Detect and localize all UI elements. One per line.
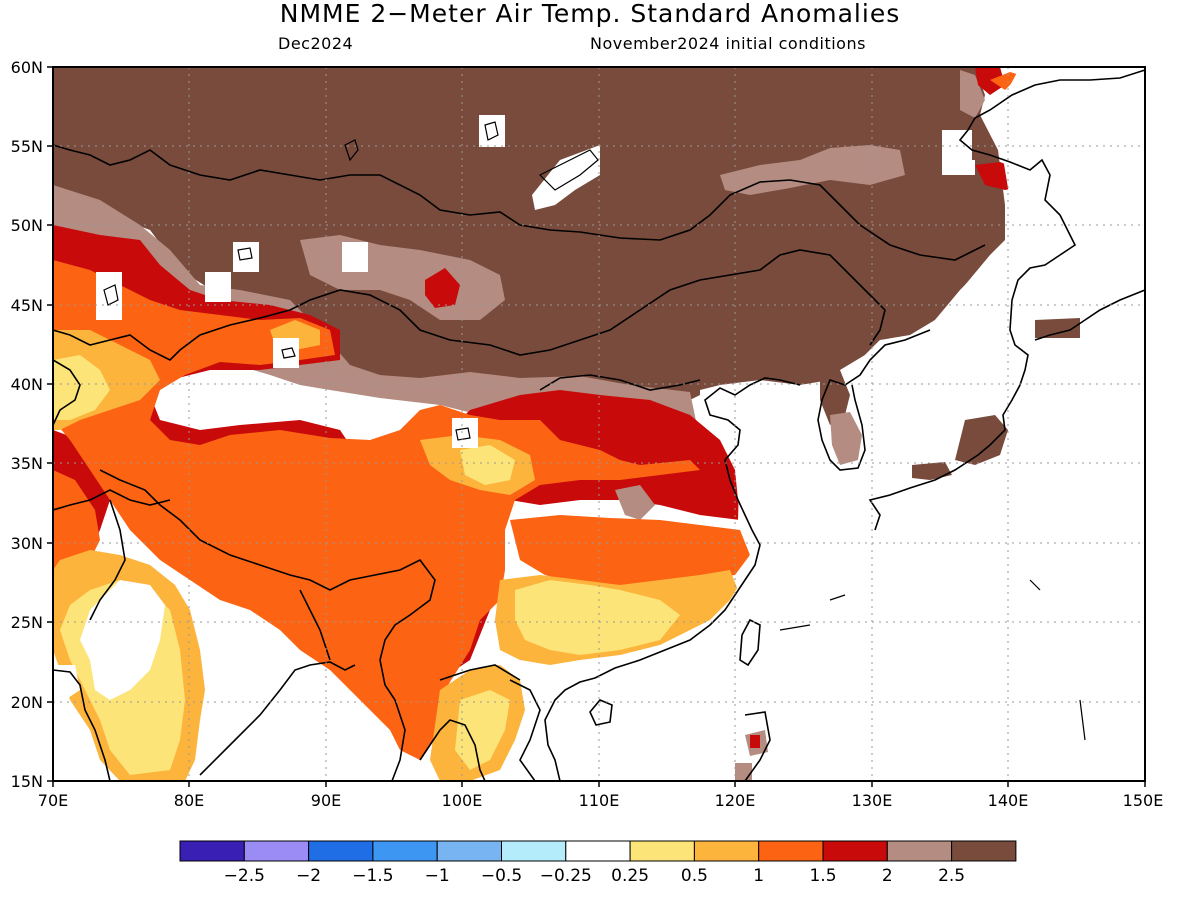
anomaly-region-2.0 bbox=[720, 145, 905, 195]
lon-label-140e: 140E bbox=[988, 791, 1029, 810]
anomaly-region-0.25 bbox=[53, 355, 110, 420]
masked-cells bbox=[96, 115, 975, 448]
anomaly-region-2.0 bbox=[735, 763, 752, 781]
colorbar-label: 1 bbox=[753, 866, 764, 886]
colorbar-label: 2 bbox=[882, 866, 893, 886]
lat-label-15n: 15N bbox=[11, 772, 43, 791]
colorbar-swatch bbox=[308, 840, 374, 862]
colorbar-swatch bbox=[436, 840, 503, 862]
lat-label-55n: 55N bbox=[11, 137, 43, 156]
anomaly-region-2.5 bbox=[955, 415, 1008, 465]
anomaly-region-1.5 bbox=[425, 268, 460, 308]
anomaly-region-0.25 bbox=[460, 445, 515, 485]
lat-label-20n: 20N bbox=[11, 693, 43, 712]
colorbar-swatch bbox=[758, 840, 824, 862]
colorbar-swatches bbox=[179, 840, 1017, 862]
lat-label-40n: 40N bbox=[11, 375, 43, 394]
anomaly-region-1.0 bbox=[990, 72, 1020, 90]
anomaly-region-2.5 bbox=[53, 67, 1005, 400]
colorbar-swatch bbox=[629, 840, 695, 862]
anomaly-region-2.0 bbox=[615, 485, 655, 520]
lon-label-110e: 110E bbox=[579, 791, 620, 810]
colorbar-swatch bbox=[243, 840, 310, 862]
lat-label-60n: 60N bbox=[11, 58, 43, 77]
colorbar-label: 2.5 bbox=[938, 866, 965, 886]
lon-ticks bbox=[52, 781, 1146, 787]
anomaly-region-neutral bbox=[80, 580, 165, 700]
colorbar-label: −2.5 bbox=[224, 866, 265, 886]
colorbar-swatch bbox=[372, 840, 438, 862]
colorbar-swatch bbox=[886, 840, 953, 862]
colorbar-swatch bbox=[179, 840, 245, 862]
minor-coastlines bbox=[103, 121, 1086, 741]
anomaly-region-2.0 bbox=[960, 70, 985, 118]
colorbar-labels: −2.5 −2 −1.5 −1 −0.5 −0.25 0.25 0.5 1 1.5 2 2.5 bbox=[224, 866, 965, 886]
lon-label-100e: 100E bbox=[442, 791, 483, 810]
anomaly-region-1.5 bbox=[750, 735, 760, 748]
colorbar-swatch bbox=[822, 840, 888, 862]
colorbar-swatch bbox=[951, 840, 1017, 862]
anomaly-region-1.0 bbox=[510, 515, 750, 590]
colorbar-label: −1.5 bbox=[352, 866, 393, 886]
lon-label-80e: 80E bbox=[174, 791, 204, 810]
colorbar-label: 0.25 bbox=[611, 866, 649, 886]
lat-label-45n: 45N bbox=[11, 296, 43, 315]
initial-conditions: November2024 initial conditions bbox=[590, 34, 866, 53]
anomaly-region-2.0 bbox=[830, 412, 862, 465]
anomaly-region-2.5 bbox=[1035, 318, 1080, 338]
colorbar-label: 1.5 bbox=[809, 866, 836, 886]
colorbar-label: −0.5 bbox=[481, 866, 522, 886]
gridlines bbox=[53, 67, 1145, 781]
anomaly-region-0.25 bbox=[515, 580, 680, 655]
lat-label-30n: 30N bbox=[11, 534, 43, 553]
anomaly-region-1.5 bbox=[975, 67, 1005, 95]
colorbar-swatch bbox=[501, 840, 567, 862]
anomaly-region-neutral bbox=[53, 665, 80, 700]
anomaly-region-2.5 bbox=[912, 462, 952, 480]
map-title: NMME 2−Meter Air Temp. Standard Anomalie… bbox=[279, 0, 901, 28]
colorbar-label: −1 bbox=[425, 866, 450, 886]
colorbar-swatch bbox=[693, 840, 760, 862]
anomaly-field bbox=[53, 67, 1145, 781]
colorbar-label: −0.25 bbox=[540, 866, 592, 886]
anomaly-region-1.0 bbox=[53, 260, 700, 760]
coastlines bbox=[53, 69, 1145, 781]
target-month: Dec2024 bbox=[278, 34, 354, 53]
colorbar-label: −2 bbox=[296, 866, 321, 886]
lat-label-25n: 25N bbox=[11, 613, 43, 632]
anomaly-region-0.25 bbox=[455, 690, 510, 770]
lat-label-50n: 50N bbox=[11, 216, 43, 235]
colorbar-label: 0.5 bbox=[681, 866, 708, 886]
lon-label-70e: 70E bbox=[38, 791, 68, 810]
lon-label-130e: 130E bbox=[852, 791, 893, 810]
colorbar-swatch bbox=[565, 840, 631, 862]
lon-label-150e: 150E bbox=[1123, 791, 1164, 810]
lat-label-35n: 35N bbox=[11, 454, 43, 473]
colorbar: −2.5 −2 −1.5 −1 −0.5 −0.25 0.25 0.5 1 1.5 2 2.5 bbox=[179, 840, 1017, 886]
anomaly-region-2.0 bbox=[53, 185, 700, 460]
lat-ticks bbox=[47, 66, 53, 782]
lon-label-120e: 120E bbox=[715, 791, 756, 810]
lon-label-90e: 90E bbox=[311, 791, 341, 810]
